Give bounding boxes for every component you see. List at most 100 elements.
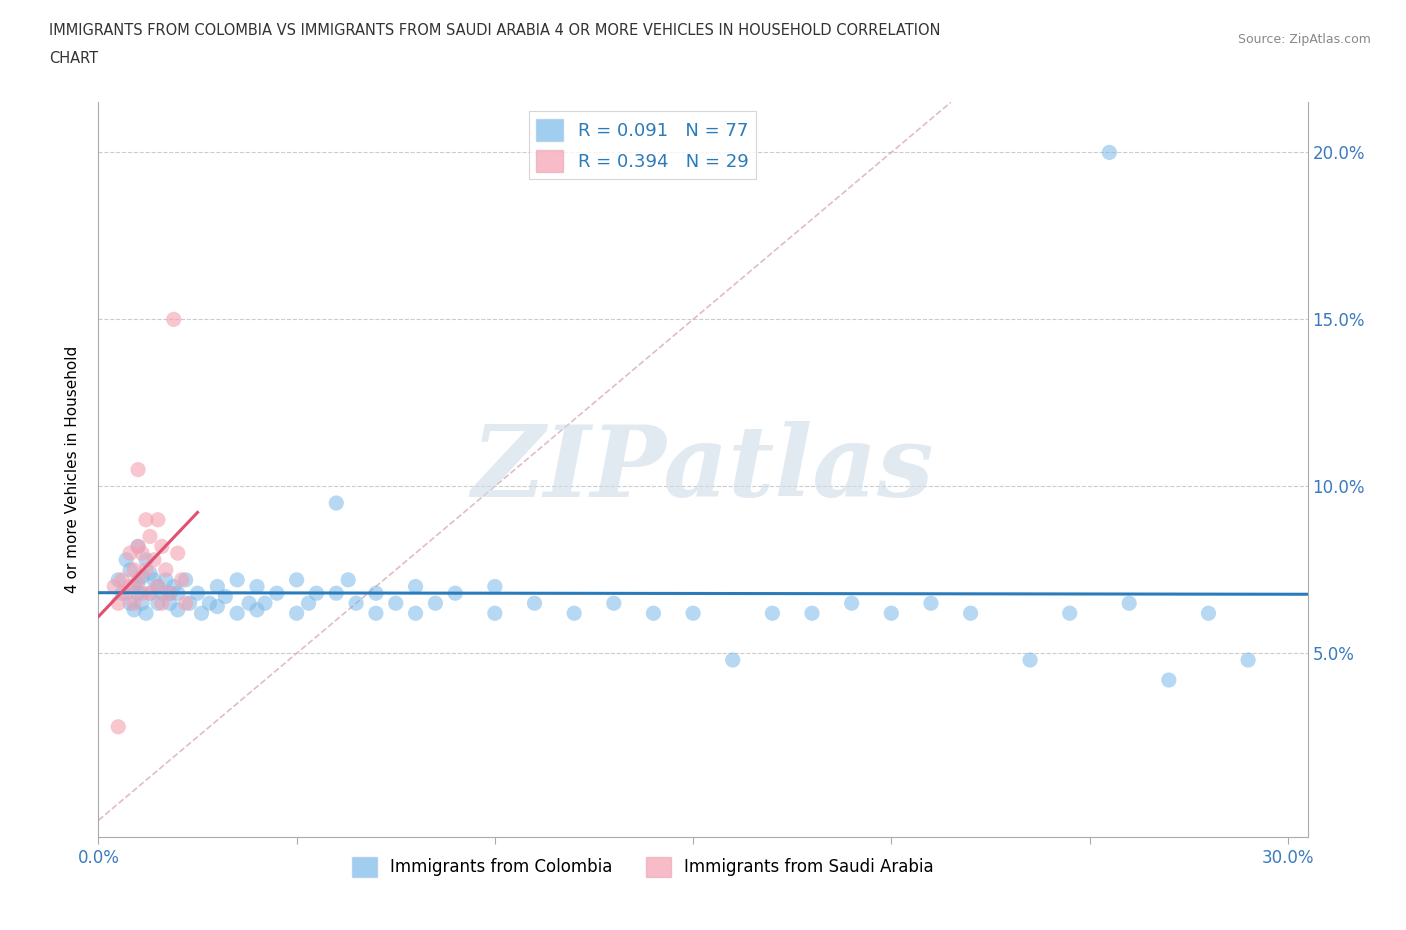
Point	[131, 546, 153, 561]
Point	[761, 605, 783, 620]
Point	[841, 596, 863, 611]
Point	[146, 579, 169, 594]
Point	[1198, 605, 1220, 620]
Point	[127, 576, 149, 591]
Point	[150, 586, 173, 601]
Point	[880, 605, 903, 620]
Point	[682, 605, 704, 620]
Point	[131, 596, 153, 611]
Point	[139, 586, 162, 601]
Legend: Immigrants from Colombia, Immigrants from Saudi Arabia: Immigrants from Colombia, Immigrants fro…	[344, 850, 941, 883]
Point	[174, 573, 197, 588]
Point	[127, 573, 149, 588]
Point	[484, 579, 506, 594]
Point	[337, 573, 360, 588]
Point	[405, 605, 427, 620]
Point	[238, 596, 260, 611]
Point	[1157, 672, 1180, 687]
Point	[325, 496, 347, 511]
Point	[166, 546, 188, 561]
Point	[305, 586, 328, 601]
Point	[135, 552, 157, 567]
Point	[166, 586, 188, 601]
Text: ZIPatlas: ZIPatlas	[472, 421, 934, 518]
Point	[159, 596, 181, 611]
Point	[131, 569, 153, 584]
Point	[163, 579, 186, 594]
Point	[364, 605, 387, 620]
Point	[115, 586, 138, 601]
Point	[425, 596, 447, 611]
Point	[139, 565, 162, 580]
Point	[120, 579, 142, 594]
Point	[146, 596, 169, 611]
Point	[135, 605, 157, 620]
Point	[127, 539, 149, 554]
Point	[179, 596, 201, 611]
Point	[122, 603, 145, 618]
Point	[139, 586, 162, 601]
Text: CHART: CHART	[49, 51, 98, 66]
Point	[150, 539, 173, 554]
Point	[135, 512, 157, 527]
Point	[135, 563, 157, 578]
Point	[384, 596, 406, 611]
Point	[127, 462, 149, 477]
Point	[285, 605, 308, 620]
Point	[107, 573, 129, 588]
Point	[364, 586, 387, 601]
Point	[142, 552, 165, 567]
Point	[603, 596, 626, 611]
Point	[297, 596, 319, 611]
Point	[344, 596, 367, 611]
Point	[170, 573, 193, 588]
Point	[186, 586, 208, 601]
Point	[1118, 596, 1140, 611]
Point	[155, 563, 177, 578]
Point	[174, 596, 197, 611]
Point	[122, 563, 145, 578]
Point	[1019, 653, 1042, 668]
Point	[115, 552, 138, 567]
Point	[207, 579, 229, 594]
Point	[226, 573, 249, 588]
Point	[1098, 145, 1121, 160]
Point	[801, 605, 824, 620]
Point	[127, 586, 149, 601]
Point	[155, 573, 177, 588]
Point	[253, 596, 276, 611]
Point	[120, 596, 142, 611]
Point	[190, 605, 212, 620]
Point	[120, 546, 142, 561]
Point	[107, 596, 129, 611]
Point	[139, 529, 162, 544]
Point	[246, 603, 269, 618]
Point	[405, 579, 427, 594]
Point	[131, 586, 153, 601]
Point	[142, 573, 165, 588]
Point	[150, 596, 173, 611]
Point	[643, 605, 665, 620]
Point	[127, 539, 149, 554]
Point	[111, 586, 134, 601]
Point	[159, 586, 181, 601]
Point	[159, 586, 181, 601]
Point	[120, 563, 142, 578]
Point	[163, 312, 186, 326]
Point	[920, 596, 942, 611]
Point	[198, 596, 221, 611]
Point	[325, 586, 347, 601]
Point	[959, 605, 981, 620]
Point	[285, 573, 308, 588]
Point	[103, 579, 125, 594]
Point	[226, 605, 249, 620]
Text: IMMIGRANTS FROM COLOMBIA VS IMMIGRANTS FROM SAUDI ARABIA 4 OR MORE VEHICLES IN H: IMMIGRANTS FROM COLOMBIA VS IMMIGRANTS F…	[49, 23, 941, 38]
Point	[1237, 653, 1260, 668]
Point	[444, 586, 467, 601]
Point	[484, 605, 506, 620]
Y-axis label: 4 or more Vehicles in Household: 4 or more Vehicles in Household	[65, 346, 80, 593]
Point	[207, 599, 229, 614]
Point	[122, 596, 145, 611]
Point	[523, 596, 546, 611]
Point	[266, 586, 288, 601]
